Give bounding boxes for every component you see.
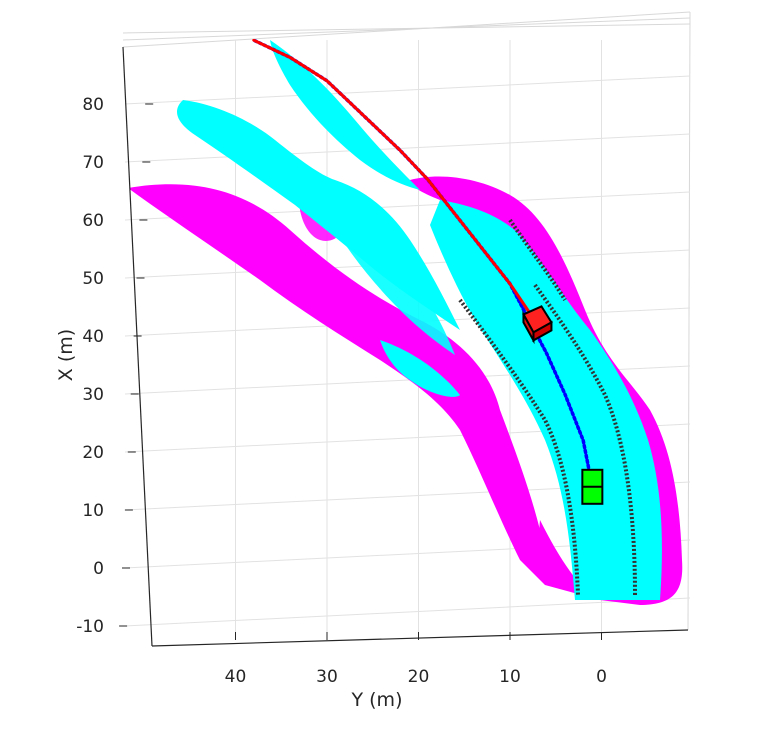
y-axis-tick-label: 0 [596,667,607,687]
x-axis-tick-label: 60 [82,211,104,231]
grid-line-horizontal [124,133,691,163]
x-axis-tick-label: 0 [93,559,104,579]
grid-line-horizontal [124,597,691,627]
grid-line-horizontal [124,75,691,105]
x-axis-tick-label: 80 [82,95,104,115]
lane-markings [458,218,637,596]
y-axis-ticks: 40 30 20 10 0 [225,632,607,687]
axes-box [122,11,691,631]
x-axis-title: Y (m) [351,689,403,711]
x-axis-ticks: 80 70 60 50 40 30 20 10 0 -10 [76,95,154,637]
y-axis-tick-label: 40 [225,667,247,687]
road-point-cloud [176,40,662,600]
x-axis-tick-label: 10 [82,501,104,521]
x-axis-tick-label: 50 [82,269,104,289]
x-axis-tick-label: -10 [76,617,104,637]
axes-outline [122,46,689,647]
y-axis-tick-label: 10 [499,667,521,687]
target-vehicle-box [522,305,553,345]
y-axis-title: X (m) [55,329,77,381]
y-axis-tick-label: 20 [408,667,430,687]
trajectory-reference-line [252,38,539,326]
x-axis-tick-label: 70 [82,153,104,173]
x-axis-tick-label: 30 [82,385,104,405]
x-axis-tick-label: 20 [82,443,104,463]
x-axis-tick-label: 40 [82,327,104,347]
ego-vehicle-box [581,468,604,505]
y-axis-tick-label: 30 [316,667,338,687]
